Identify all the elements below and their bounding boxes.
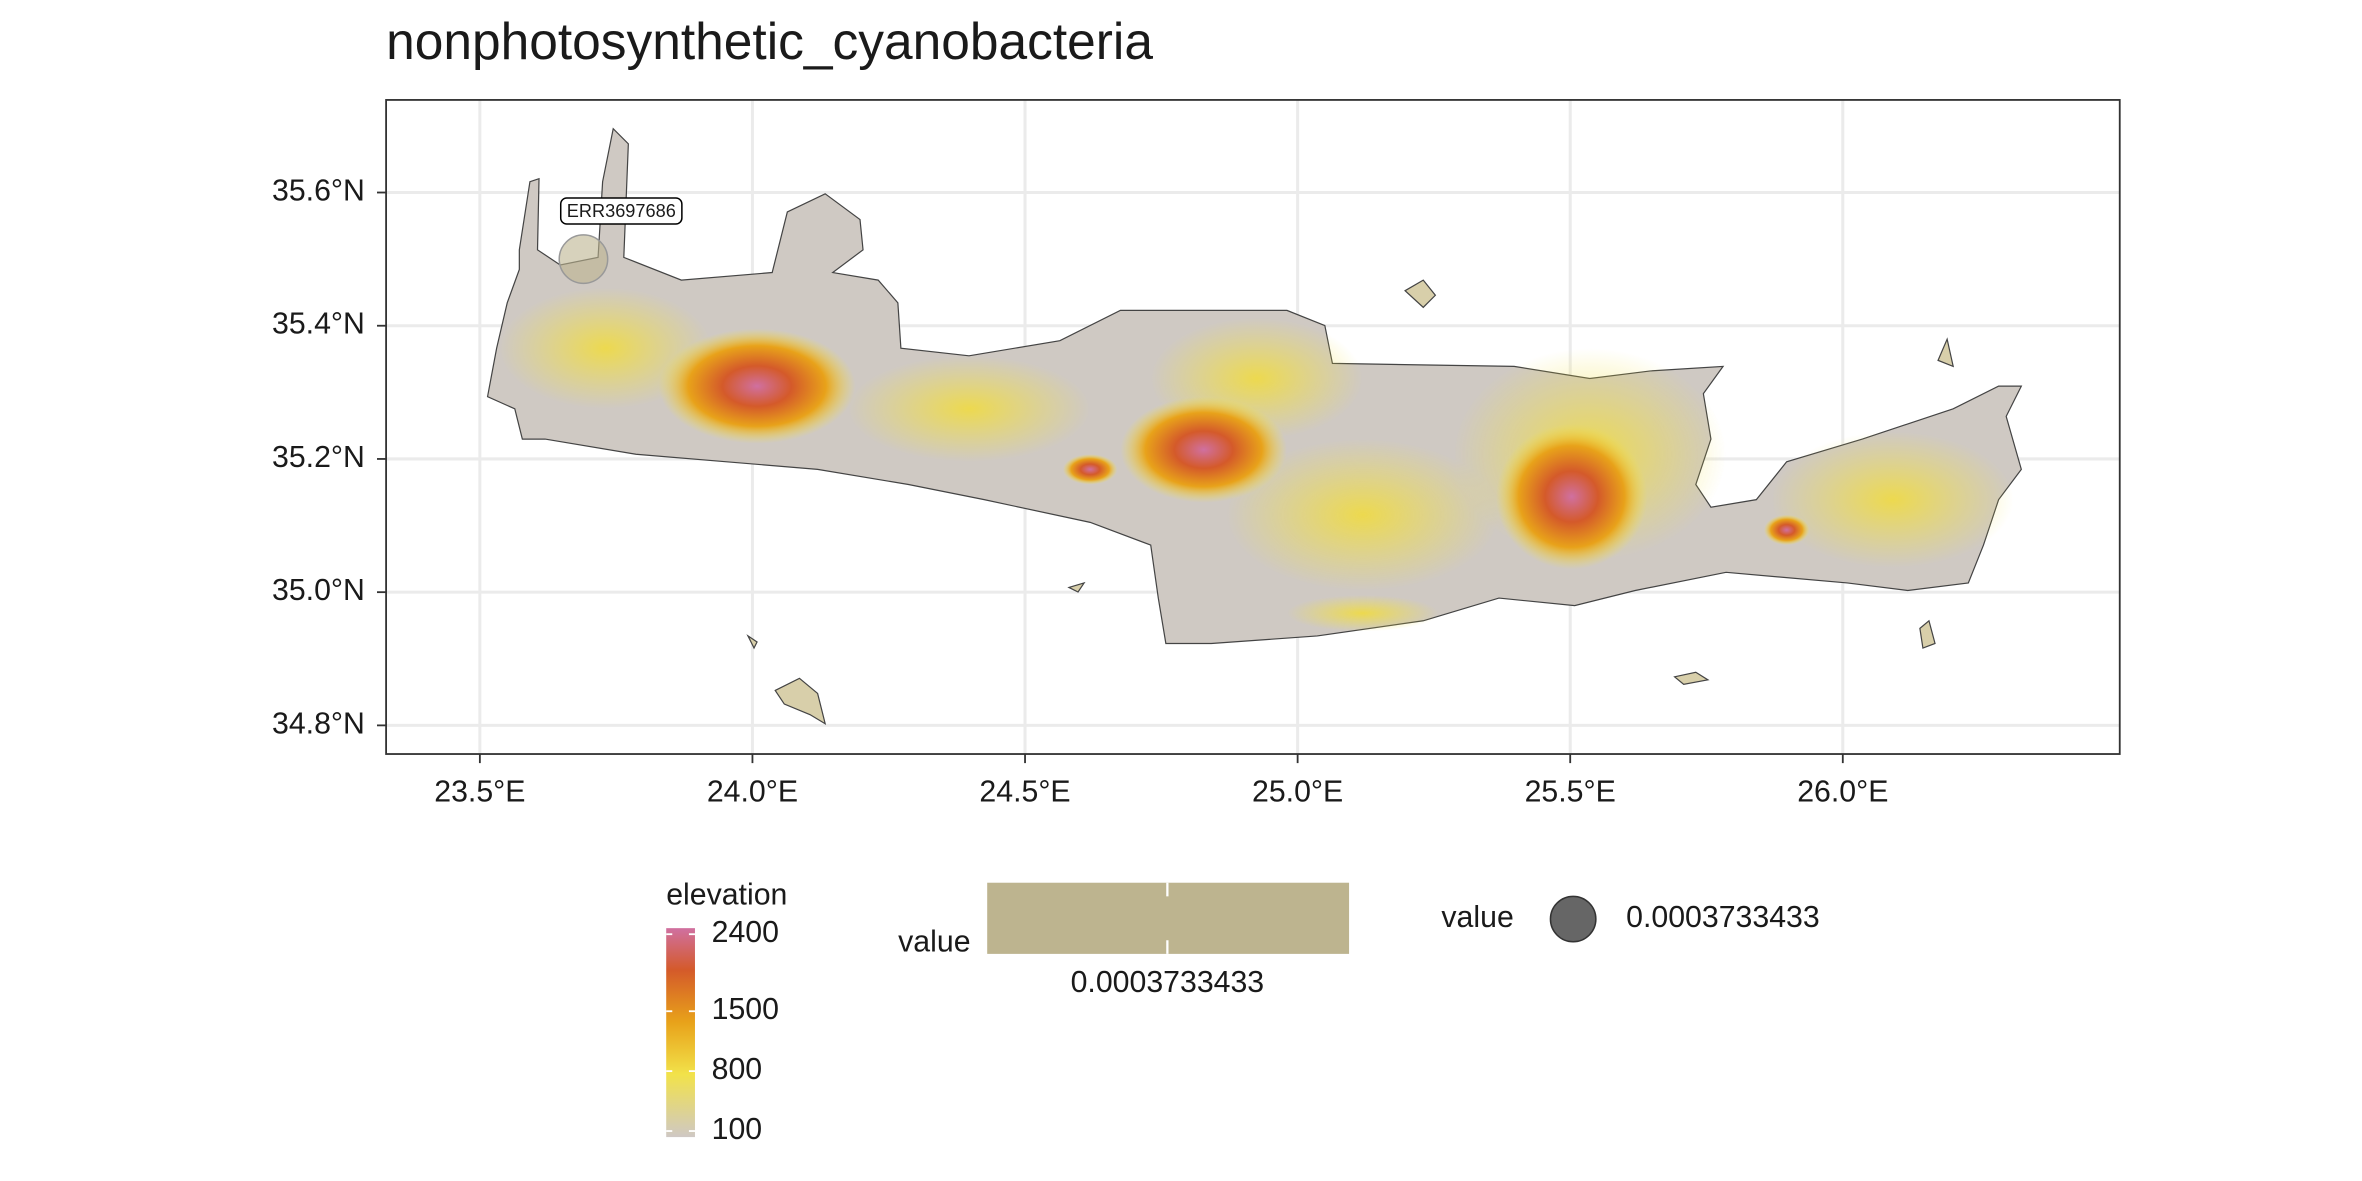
fill-legend-title: value: [898, 925, 970, 958]
colorbar-label: 1500: [712, 993, 779, 1026]
sample-label: ERR3697686: [567, 201, 676, 221]
x-tick-label: 23.5°E: [434, 775, 525, 808]
elevation-legend-title: elevation: [666, 878, 787, 911]
x-tick-label: 24.5°E: [979, 775, 1070, 808]
x-tick-label: 24.0°E: [707, 775, 798, 808]
terrain: [486, 127, 2023, 726]
y-tick-label: 35.4°N: [272, 308, 365, 341]
mountains: [658, 328, 1810, 570]
elevation-colorbar: [666, 928, 695, 1138]
size-legend-title: value: [1441, 901, 1513, 934]
sample-label-box: [559, 197, 683, 225]
x-tick-label: 25.0°E: [1252, 775, 1343, 808]
colorbar-label: 2400: [712, 916, 779, 949]
size-legend-label: 0.0003733433: [1626, 901, 1820, 934]
y-tick-label: 35.0°N: [272, 574, 365, 607]
panel-border: [385, 99, 2121, 755]
elevation-legend: 100 800 1500 2400: [666, 916, 779, 1146]
colorbar-label: 100: [712, 1113, 763, 1146]
points: ERR3697686: [558, 197, 683, 285]
sample-point: [558, 234, 609, 285]
x-tick-label: 25.5°E: [1525, 775, 1616, 808]
islets: [746, 279, 1955, 726]
y-tick-label: 35.6°N: [272, 175, 365, 208]
colorbar-label: 800: [712, 1053, 763, 1086]
axes: 23.5°E 24.0°E 24.5°E 25.0°E 25.5°E 26.0°E 34.8…: [272, 175, 1888, 809]
x-tick-label: 26.0°E: [1797, 775, 1888, 808]
size-legend-key: [1549, 895, 1597, 943]
y-tick-label: 35.2°N: [272, 441, 365, 474]
chart-title: nonphotosynthetic_cyanobacteria: [386, 12, 1153, 70]
fill-legend-label: 0.0003733433: [1071, 966, 1265, 999]
y-tick-label: 34.8°N: [272, 707, 365, 740]
